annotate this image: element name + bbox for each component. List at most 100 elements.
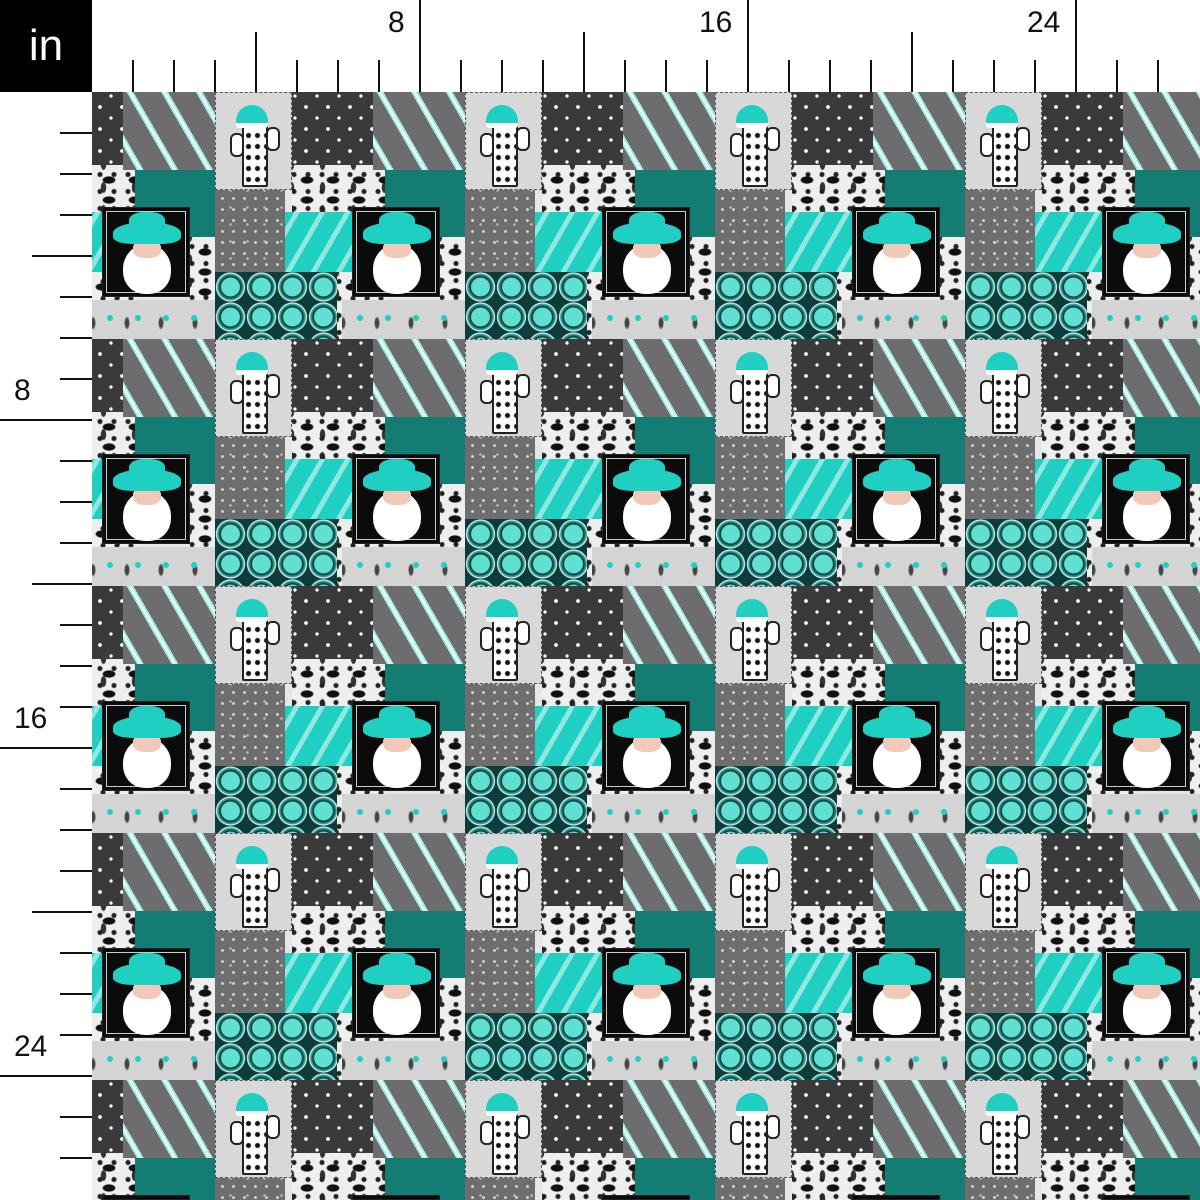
ruler-tick — [60, 296, 92, 298]
concho-patch — [215, 272, 337, 340]
santa-hat-icon — [486, 105, 518, 128]
snowflake-patch — [965, 190, 1035, 272]
cowhide-patch — [792, 906, 885, 953]
cactus-santa-hat-patch — [965, 92, 1042, 190]
stars-patch — [542, 833, 623, 906]
cowhide-patch — [292, 906, 385, 953]
ruler-tick — [870, 60, 872, 92]
ruler-tick — [624, 60, 626, 92]
santa-face-icon — [383, 734, 411, 752]
small-cacti-patch — [92, 794, 215, 834]
cactus-santa-hat-patch — [215, 833, 292, 931]
cowhide-patch — [542, 906, 635, 953]
cactus-santa-hat-patch — [215, 92, 292, 190]
small-cacti-patch — [592, 300, 715, 340]
cowboy-santa-patch — [852, 1195, 940, 1200]
candy-cane-patch — [373, 339, 465, 417]
cowboy-santa-patch — [852, 701, 940, 791]
pattern-repeat-tile — [92, 339, 387, 587]
cowhide-patch — [92, 412, 135, 459]
cowboy-hat-brim-icon — [363, 963, 431, 985]
ruler-tick — [788, 60, 790, 92]
lightning-patch — [785, 459, 852, 519]
santa-hat-icon — [736, 105, 768, 128]
cactus-santa-hat-patch — [465, 833, 542, 931]
santa-hat-icon — [236, 1093, 268, 1116]
stars-patch — [1042, 92, 1123, 165]
candy-cane-patch — [623, 1080, 715, 1158]
candy-cane-patch — [123, 586, 215, 664]
santa-face-icon — [1133, 734, 1161, 752]
stars-patch — [1042, 339, 1123, 412]
santa-face-icon — [633, 734, 661, 752]
concho-patch — [215, 1013, 337, 1081]
pattern-repeat-tile — [1092, 586, 1200, 834]
cowhide-patch — [292, 1153, 385, 1200]
santa-hat-icon — [986, 352, 1018, 375]
cowhide-patch — [1042, 412, 1135, 459]
cactus-icon — [730, 611, 780, 681]
cowhide-patch — [1190, 484, 1200, 587]
ruler-tick — [60, 624, 92, 626]
lightning-patch — [535, 706, 602, 766]
ruler-tick — [173, 60, 175, 92]
candy-cane-patch — [623, 92, 715, 170]
ruler-tick — [60, 378, 92, 380]
cowhide-patch — [542, 1153, 635, 1200]
cowboy-santa-patch — [602, 454, 690, 544]
cowboy-santa-patch — [102, 701, 190, 791]
pattern-repeat-tile — [1092, 1080, 1200, 1200]
concho-patch — [965, 272, 1087, 340]
left-ruler-label-16: 16 — [14, 702, 48, 735]
santa-face-icon — [383, 981, 411, 999]
small-cacti-patch — [1092, 1041, 1200, 1081]
snowflake-patch — [465, 437, 535, 519]
candy-cane-patch — [1123, 92, 1200, 170]
cactus-santa-hat-patch — [965, 1080, 1042, 1178]
santa-face-icon — [1133, 981, 1161, 999]
cowhide-patch — [292, 659, 385, 706]
cowhide-patch — [542, 412, 635, 459]
ruler-tick — [60, 460, 92, 462]
cowboy-santa-patch — [852, 454, 940, 544]
cowhide-patch — [1042, 659, 1135, 706]
cowboy-hat-brim-icon — [113, 716, 181, 738]
cowboy-hat-brim-icon — [863, 469, 931, 491]
cowhide-patch — [1042, 1153, 1135, 1200]
stars-patch — [292, 586, 373, 659]
ruler-tick — [60, 829, 92, 831]
ruler-tick — [747, 0, 749, 92]
pattern-repeat-tile — [342, 1080, 635, 1200]
lightning-patch — [92, 953, 102, 1013]
cowboy-hat-brim-icon — [1113, 716, 1181, 738]
santa-face-icon — [383, 487, 411, 505]
concho-patch — [715, 519, 837, 587]
pattern-repeat-tile — [592, 833, 887, 1081]
candy-cane-patch — [373, 586, 465, 664]
stars-patch — [542, 586, 623, 659]
cowhide-patch — [92, 165, 135, 212]
santa-face-icon — [1133, 487, 1161, 505]
ruler-tick — [501, 60, 503, 92]
concho-patch — [965, 519, 1087, 587]
lightning-patch — [92, 459, 102, 519]
concho-patch — [465, 1013, 587, 1081]
small-cacti-patch — [92, 1041, 215, 1081]
santa-hat-icon — [236, 105, 268, 128]
candy-cane-patch — [1123, 1080, 1200, 1158]
santa-hat-icon — [486, 352, 518, 375]
lightning-patch — [535, 953, 602, 1013]
santa-face-icon — [1133, 240, 1161, 258]
cactus-santa-hat-patch — [215, 339, 292, 437]
santa-hat-icon — [986, 599, 1018, 622]
cowboy-santa-patch — [102, 948, 190, 1038]
ruler-tick — [60, 337, 92, 339]
candy-cane-patch — [123, 339, 215, 417]
candy-cane-patch — [623, 833, 715, 911]
pattern-repeat-tile — [342, 586, 637, 834]
candy-cane-patch — [1123, 339, 1200, 417]
small-cacti-patch — [842, 794, 965, 834]
cactus-santa-hat-patch — [965, 339, 1042, 437]
cactus-icon — [230, 364, 280, 434]
lightning-patch — [535, 459, 602, 519]
